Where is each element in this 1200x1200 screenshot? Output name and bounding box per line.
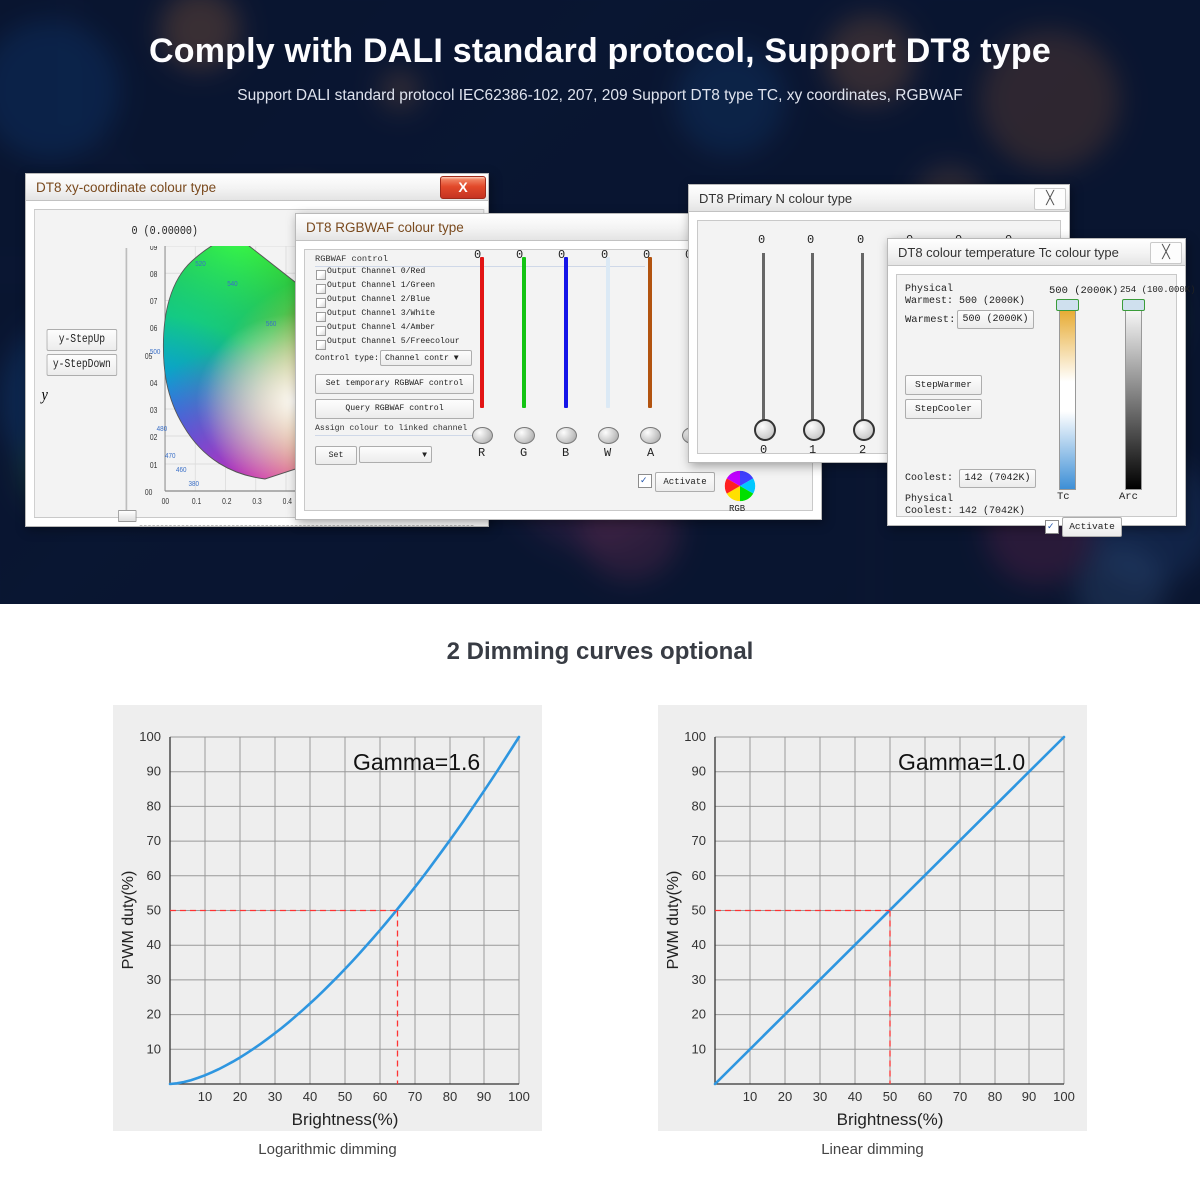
svg-text:00: 00 xyxy=(162,496,169,506)
svg-text:50: 50 xyxy=(147,903,161,918)
svg-text:540: 540 xyxy=(227,281,238,289)
svg-text:100: 100 xyxy=(508,1089,530,1104)
svg-text:100: 100 xyxy=(684,729,706,744)
svg-text:0.2: 0.2 xyxy=(222,496,231,506)
svg-text:02: 02 xyxy=(150,432,157,442)
svg-text:100: 100 xyxy=(1053,1089,1075,1104)
svg-text:70: 70 xyxy=(692,833,706,848)
svg-text:0.4: 0.4 xyxy=(283,496,292,506)
svg-text:60: 60 xyxy=(918,1089,932,1104)
svg-text:10: 10 xyxy=(692,1041,706,1056)
svg-text:90: 90 xyxy=(477,1089,491,1104)
svg-text:80: 80 xyxy=(692,798,706,813)
svg-text:30: 30 xyxy=(147,972,161,987)
svg-text:40: 40 xyxy=(147,937,161,952)
svg-text:Brightness(%): Brightness(%) xyxy=(837,1110,944,1129)
svg-text:80: 80 xyxy=(443,1089,457,1104)
svg-text:70: 70 xyxy=(147,833,161,848)
svg-text:60: 60 xyxy=(692,868,706,883)
svg-text:09: 09 xyxy=(150,246,157,252)
svg-text:20: 20 xyxy=(692,1007,706,1022)
svg-text:100: 100 xyxy=(139,729,161,744)
svg-text:00: 00 xyxy=(145,487,152,497)
svg-text:30: 30 xyxy=(813,1089,827,1104)
svg-text:80: 80 xyxy=(988,1089,1002,1104)
svg-text:06: 06 xyxy=(150,323,157,333)
svg-text:04: 04 xyxy=(150,378,157,388)
svg-text:80: 80 xyxy=(147,798,161,813)
svg-text:50: 50 xyxy=(338,1089,352,1104)
svg-text:30: 30 xyxy=(268,1089,282,1104)
svg-text:50: 50 xyxy=(883,1089,897,1104)
svg-text:20: 20 xyxy=(778,1089,792,1104)
svg-text:0.1: 0.1 xyxy=(192,496,201,506)
svg-text:PWM duty(%): PWM duty(%) xyxy=(665,871,682,970)
svg-text:520: 520 xyxy=(195,261,206,269)
svg-text:60: 60 xyxy=(373,1089,387,1104)
svg-text:40: 40 xyxy=(848,1089,862,1104)
svg-text:70: 70 xyxy=(953,1089,967,1104)
svg-text:07: 07 xyxy=(150,296,157,306)
svg-text:70: 70 xyxy=(408,1089,422,1104)
svg-text:60: 60 xyxy=(147,868,161,883)
svg-text:90: 90 xyxy=(1022,1089,1036,1104)
svg-text:10: 10 xyxy=(198,1089,212,1104)
svg-text:PWM duty(%): PWM duty(%) xyxy=(120,871,137,970)
svg-text:0.3: 0.3 xyxy=(252,496,261,506)
svg-text:560: 560 xyxy=(266,321,277,329)
svg-text:Gamma=1.6: Gamma=1.6 xyxy=(353,749,480,775)
svg-text:Brightness(%): Brightness(%) xyxy=(292,1110,399,1129)
svg-text:40: 40 xyxy=(692,937,706,952)
svg-text:10: 10 xyxy=(743,1089,757,1104)
svg-text:20: 20 xyxy=(147,1007,161,1022)
svg-text:480: 480 xyxy=(157,426,168,434)
svg-text:380: 380 xyxy=(189,481,200,489)
svg-text:50: 50 xyxy=(692,903,706,918)
svg-text:40: 40 xyxy=(303,1089,317,1104)
svg-text:90: 90 xyxy=(692,764,706,779)
svg-text:Gamma=1.0: Gamma=1.0 xyxy=(898,749,1025,775)
svg-text:03: 03 xyxy=(150,405,157,415)
svg-text:90: 90 xyxy=(147,764,161,779)
svg-text:10: 10 xyxy=(147,1041,161,1056)
svg-text:20: 20 xyxy=(233,1089,247,1104)
svg-text:08: 08 xyxy=(150,269,157,279)
svg-text:500: 500 xyxy=(150,349,161,357)
svg-text:460: 460 xyxy=(176,467,187,475)
svg-text:01: 01 xyxy=(150,460,157,470)
svg-text:470: 470 xyxy=(165,453,176,461)
svg-text:30: 30 xyxy=(692,972,706,987)
